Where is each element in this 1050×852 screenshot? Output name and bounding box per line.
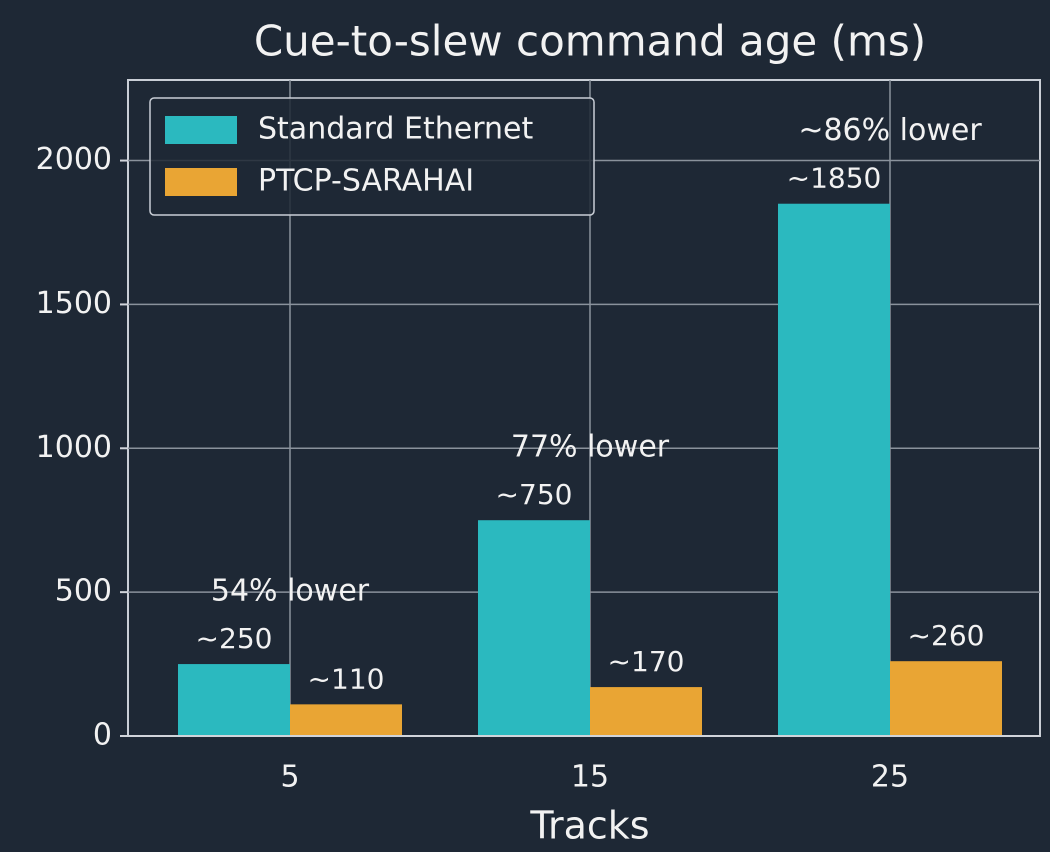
legend-label: Standard Ethernet [258, 112, 533, 147]
bar [178, 664, 290, 736]
bar [778, 203, 890, 736]
legend-swatch [165, 116, 237, 144]
data-label: ~260 [908, 619, 985, 652]
legend-box [149, 97, 595, 216]
annotation: 54% lower [211, 574, 370, 609]
x-tick-label: 15 [571, 760, 609, 795]
bar [478, 520, 590, 736]
y-tick-label: 1000 [36, 430, 112, 465]
data-label: ~250 [196, 622, 273, 655]
chart-title: Cue-to-slew command age (ms) [254, 17, 926, 66]
annotation: 77% lower [511, 430, 670, 465]
bar [590, 687, 702, 736]
x-axis-label: Tracks [529, 804, 649, 848]
data-label: ~1850 [787, 162, 882, 195]
data-label: ~110 [308, 662, 385, 695]
bar [290, 704, 402, 736]
legend-swatch [165, 168, 237, 196]
x-tick-label: 5 [280, 760, 299, 795]
data-label: ~170 [608, 645, 685, 678]
bar [890, 661, 1002, 736]
annotation: ~86% lower [798, 113, 982, 148]
legend-label: PTCP-SARAHAI [258, 164, 474, 199]
data-label: ~750 [496, 478, 573, 511]
y-tick-label: 0 [93, 718, 112, 753]
y-tick-label: 500 [55, 574, 112, 609]
y-tick-label: 1500 [36, 286, 112, 321]
y-tick-label: 2000 [36, 142, 112, 177]
x-tick-label: 25 [871, 760, 909, 795]
